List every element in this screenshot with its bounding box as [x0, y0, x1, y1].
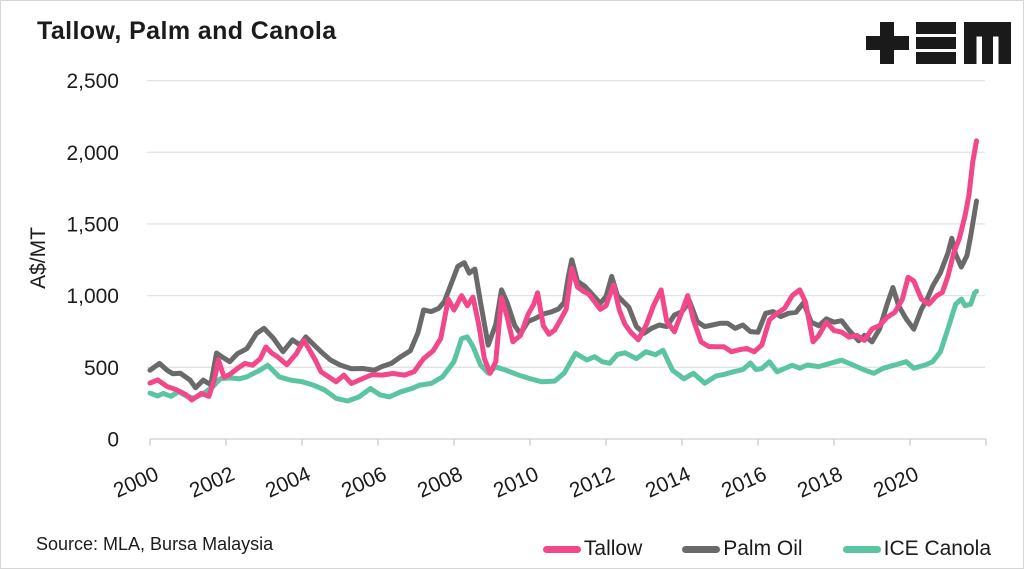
series-line-ice-canola: [147, 288, 979, 404]
x-tick-label-2018: 2018: [794, 463, 846, 503]
x-tick-label-2000: 2000: [110, 463, 162, 503]
x-tick-label-2002: 2002: [186, 463, 238, 503]
x-tick-label-2004: 2004: [262, 462, 314, 502]
m-glyph-icon: [964, 22, 1011, 64]
x-tick-label-2006: 2006: [338, 463, 390, 503]
legend-item-tallow: Tallow: [542, 537, 643, 561]
y-tick-label-2000: 2,000: [66, 142, 119, 165]
series-line-tallow: [147, 138, 979, 403]
series-line-palm-oil: [147, 198, 979, 391]
x-tick-label-2016: 2016: [718, 463, 770, 503]
y-tick-label-0: 0: [107, 429, 119, 452]
x-tick-label-2014: 2014: [642, 462, 694, 502]
x-tick-label-2008: 2008: [414, 463, 466, 503]
ice-canola-line-swatch: [842, 545, 881, 553]
legend-label-tallow: Tallow: [583, 537, 643, 560]
x-tick-label-2020: 2020: [870, 463, 922, 503]
brand-logo: [866, 22, 1011, 64]
x-tick-label-2010: 2010: [490, 463, 542, 503]
palm-oil-line-swatch: [682, 545, 721, 553]
legend-item-palm-oil: Palm Oil: [682, 537, 803, 561]
legend: Tallow Palm Oil ICE Canola: [542, 537, 991, 561]
y-tick-label-2500: 2,500: [66, 70, 119, 93]
source-note: Source: MLA, Bursa Malaysia: [36, 534, 274, 554]
y-tick-label-1500: 1,500: [66, 213, 119, 236]
y-tick-label-1000: 1,000: [66, 285, 119, 308]
legend-item-ice-canola: ICE Canola: [842, 537, 991, 561]
three-bars-icon: [916, 22, 956, 64]
y-tick-label-500: 500: [84, 357, 119, 380]
y-axis-title: A$/MT: [27, 227, 50, 289]
tallow-line-swatch: [542, 545, 581, 553]
chart-title: Tallow, Palm and Canola: [37, 17, 337, 45]
plus-icon: [866, 22, 909, 64]
legend-label-palm-oil: Palm Oil: [723, 537, 803, 560]
legend-label-ice-canola: ICE Canola: [883, 537, 991, 560]
x-tick-label-2012: 2012: [566, 463, 618, 503]
